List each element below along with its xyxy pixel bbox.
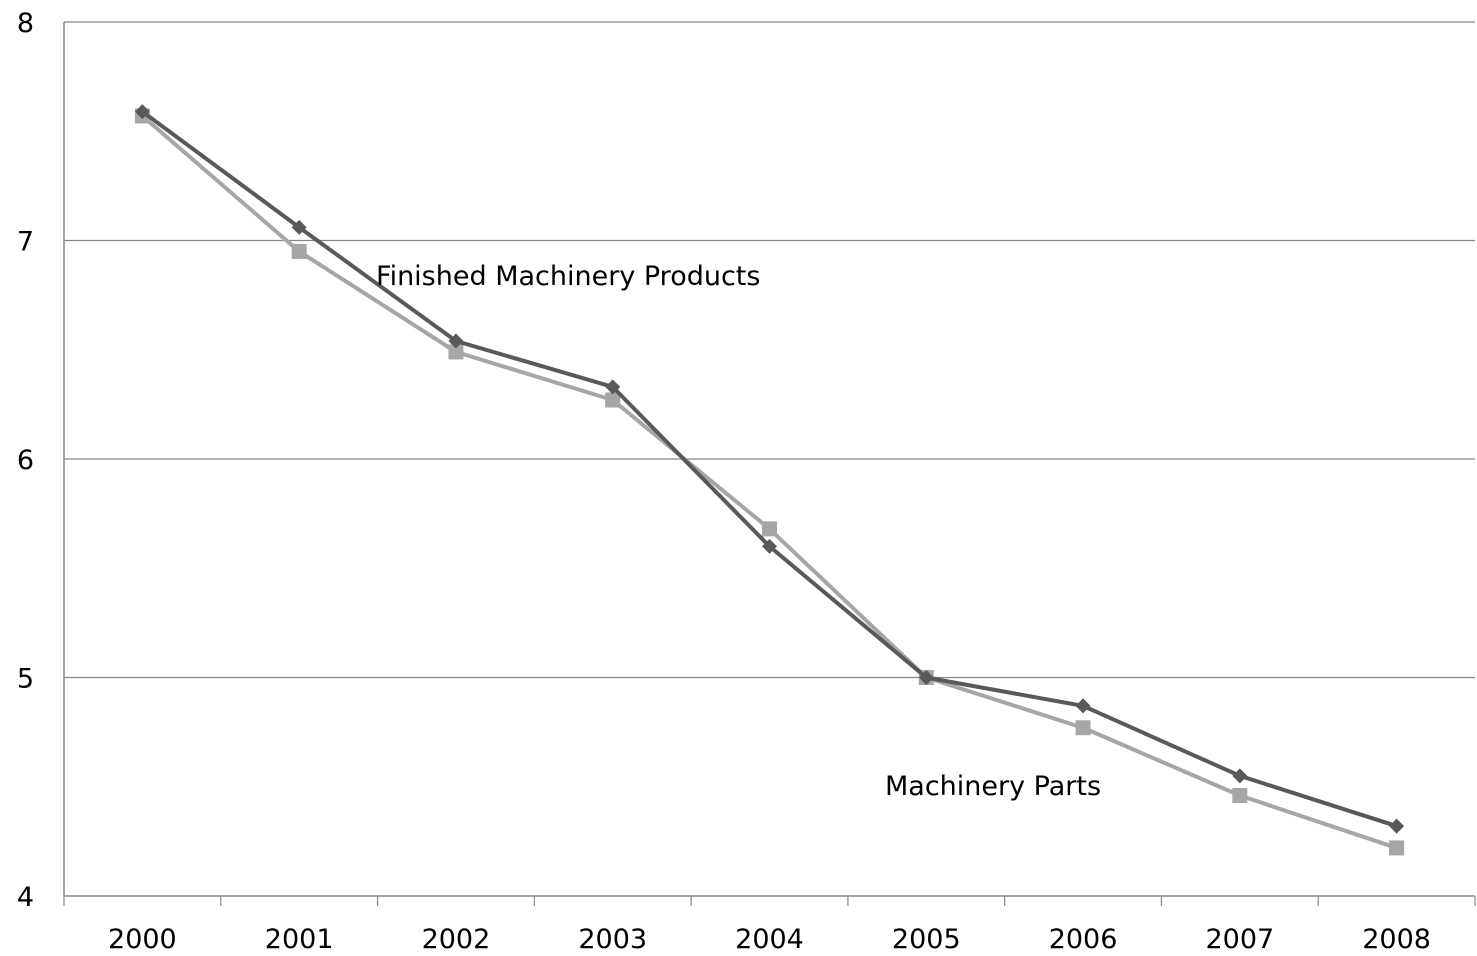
y-tick-label: 5 — [17, 664, 34, 695]
series-label-machinery-parts: Machinery Parts — [885, 771, 1101, 802]
series-1 — [134, 108, 1405, 856]
series-group — [134, 104, 1405, 856]
data-point — [1075, 698, 1091, 714]
data-point — [1232, 787, 1248, 803]
data-point — [605, 379, 621, 395]
x-tick-label: 2002 — [422, 924, 491, 955]
y-tick-label: 8 — [17, 8, 34, 39]
data-point — [918, 670, 934, 685]
x-tick-label: 2005 — [892, 924, 961, 955]
series-0 — [134, 104, 1405, 834]
data-point — [1232, 768, 1248, 784]
x-tick-marks — [63, 896, 1476, 906]
x-tick-label: 2006 — [1049, 924, 1118, 955]
data-point — [291, 219, 307, 235]
series-line — [141, 109, 1398, 828]
data-point — [605, 392, 621, 408]
y-tick-labels: 4 5 6 7 8 — [17, 8, 34, 913]
x-tick-label: 2003 — [578, 924, 647, 955]
data-point — [1389, 840, 1405, 856]
y-tick-label: 6 — [17, 445, 34, 476]
x-tick-label: 2007 — [1205, 924, 1274, 955]
gridlines — [64, 21, 1475, 679]
data-point — [1075, 720, 1091, 736]
data-point — [448, 344, 464, 360]
data-point — [762, 521, 777, 537]
x-tick-label: 2001 — [265, 924, 334, 955]
axes — [63, 22, 1475, 897]
y-tick-label: 4 — [17, 882, 34, 913]
y-tick-label: 7 — [17, 227, 34, 258]
series-line — [141, 114, 1398, 850]
x-tick-labels: 2000 2001 2002 2003 2004 2005 2006 2007 2008 — [108, 924, 1431, 955]
data-point — [1389, 818, 1405, 834]
data-point — [448, 333, 464, 349]
data-point — [762, 538, 777, 554]
x-tick-label: 2000 — [108, 924, 177, 955]
data-point — [291, 243, 307, 259]
data-point — [134, 104, 150, 120]
x-tick-label: 2008 — [1362, 924, 1431, 955]
x-tick-label: 2004 — [735, 924, 804, 955]
series-label-finished-machinery-products: Finished Machinery Products — [376, 261, 760, 292]
